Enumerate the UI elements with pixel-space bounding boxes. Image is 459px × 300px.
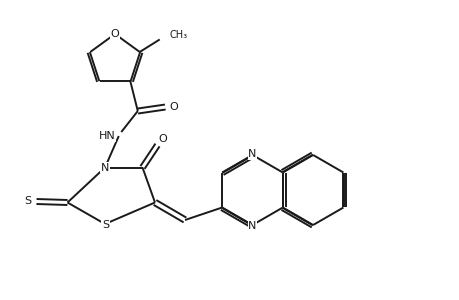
Text: O: O [169, 102, 178, 112]
Text: N: N [101, 163, 109, 172]
Text: O: O [110, 28, 119, 38]
Text: CH₃: CH₃ [169, 31, 187, 40]
Text: N: N [248, 149, 256, 159]
Text: N: N [248, 221, 256, 231]
Text: HN: HN [98, 131, 115, 141]
Text: O: O [158, 134, 167, 143]
Text: S: S [24, 196, 32, 206]
Text: S: S [102, 220, 109, 230]
